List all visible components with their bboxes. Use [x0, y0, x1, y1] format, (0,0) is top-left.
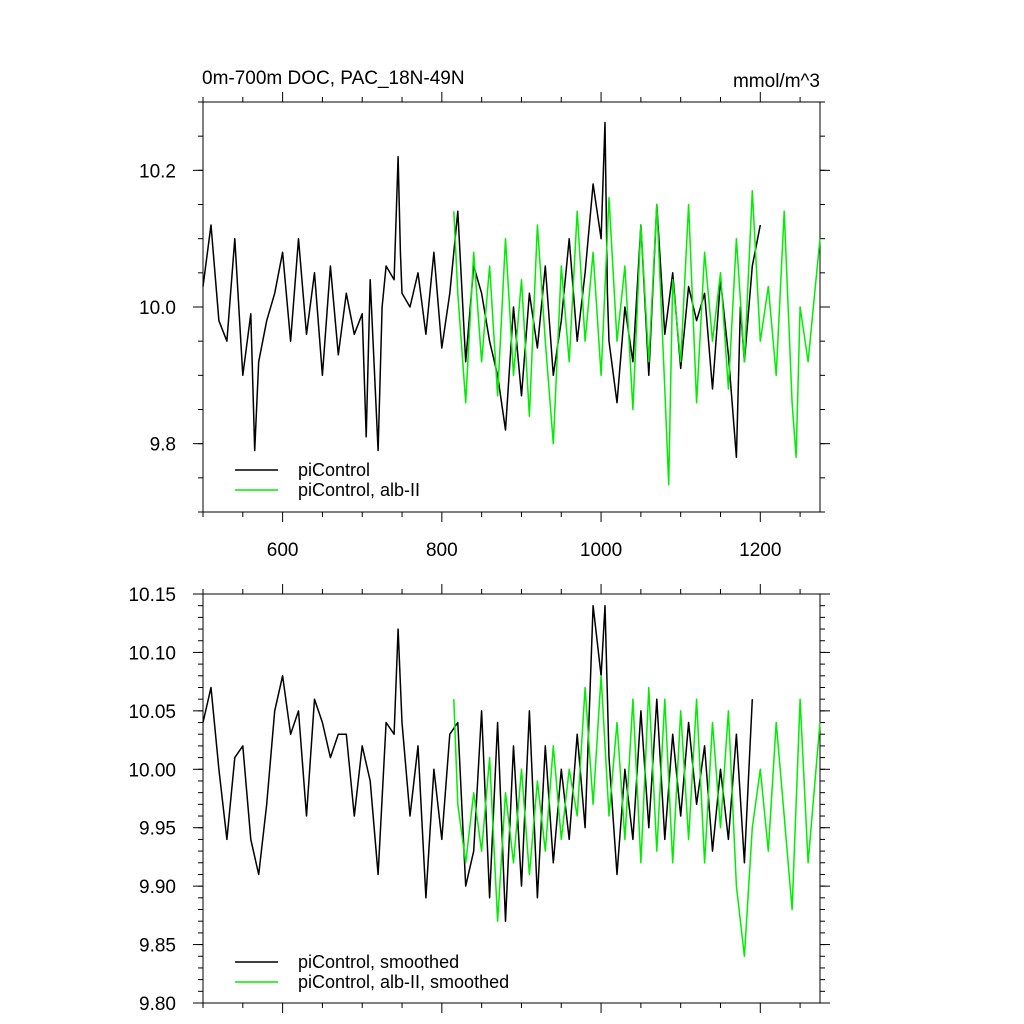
series-line-1: [453, 190, 821, 486]
chart-title: 0m-700m DOC, PAC_18N-49N: [202, 68, 465, 89]
plot-frame: [202, 593, 821, 1004]
y-tick-label: 9.8: [150, 435, 176, 456]
y-tick-label: 9.90: [139, 877, 176, 898]
y-tick-label: 10.10: [128, 643, 176, 664]
y-tick-label: 10.05: [128, 702, 176, 723]
series-line-0: [202, 121, 762, 459]
legend-label: piControl, alb-II, smoothed: [298, 972, 509, 992]
plot-frame: [202, 101, 821, 513]
series-line-0: [202, 604, 754, 922]
x-tick-label: 600: [267, 540, 299, 561]
units-label: mmol/m^3: [733, 71, 820, 92]
legend-label: piControl: [298, 460, 370, 480]
legend-label: piControl, alb-II: [298, 480, 420, 500]
y-tick-label: 10.0: [139, 298, 176, 319]
y-tick-label: 10.2: [139, 161, 176, 182]
y-tick-label: 10.00: [128, 760, 176, 781]
x-tick-label: 1200: [739, 540, 781, 561]
y-tick-label: 9.85: [139, 936, 176, 957]
y-tick-label: 10.15: [128, 585, 176, 606]
x-tick-label: 800: [426, 540, 458, 561]
top-panel: 600 800 1000 1200 9.8 10.0 10.2 piControlpiCont…: [139, 92, 830, 561]
x-tick-label: 1000: [580, 540, 622, 561]
y-tick-label: 9.80: [139, 994, 176, 1015]
bottom-panel: 9.80 9.85 9.90 9.95 10.00 10.05 10.10 10.15 piCo…: [128, 584, 830, 1015]
y-tick-label: 9.95: [139, 819, 176, 840]
series-line-1: [453, 675, 821, 958]
legend-label: piControl, smoothed: [298, 952, 459, 972]
